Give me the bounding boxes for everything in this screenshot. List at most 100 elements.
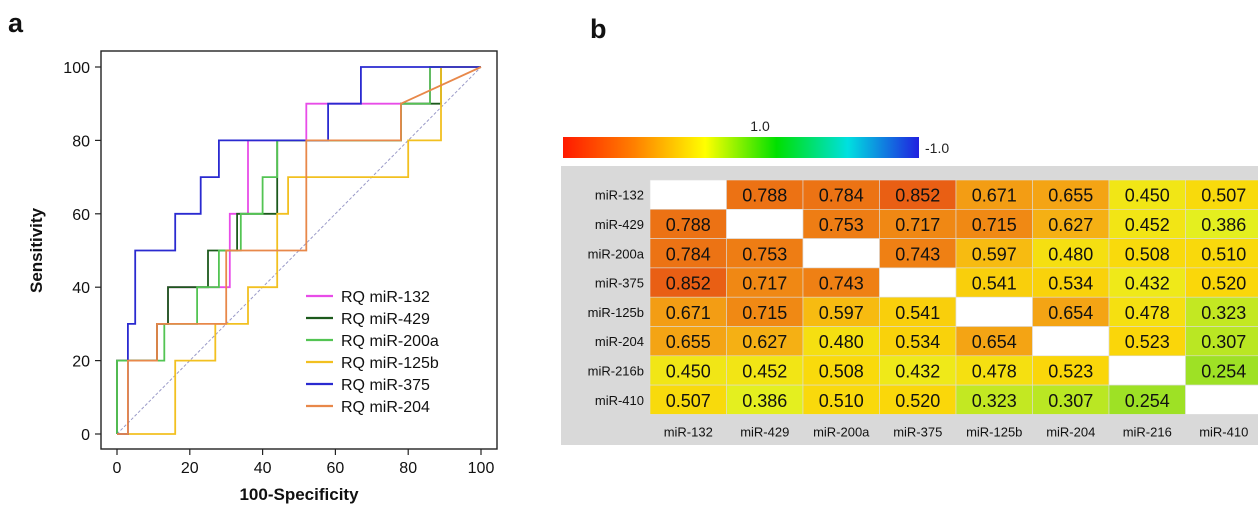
col-label-1: miR-132	[664, 424, 713, 439]
heatmap-cell	[649, 179, 727, 210]
heatmap-cell	[649, 238, 727, 269]
cell-value: 0.597	[819, 303, 864, 323]
y-tick-label: 0	[81, 427, 90, 444]
cell-value: 0.852	[666, 274, 711, 294]
heatmap-cell	[802, 238, 880, 269]
cell-value: 0.520	[895, 391, 940, 411]
row-label-4: miR-375	[595, 276, 644, 291]
heatmap-cell	[802, 209, 880, 239]
cell-value: 0.717	[895, 215, 940, 235]
heatmap-cell	[649, 355, 727, 386]
heatmap-cell	[1032, 384, 1110, 415]
heatmap-cell	[1032, 355, 1110, 386]
heatmap-cell	[1032, 209, 1110, 239]
cell-value: 0.654	[972, 332, 1017, 352]
cell-value: 0.520	[1201, 274, 1246, 294]
y-axis-label: Sensitivity	[27, 207, 46, 293]
y-tick-label: 100	[63, 60, 90, 77]
heatmap-cell	[1108, 355, 1186, 386]
roc-line-6	[117, 66, 482, 435]
colorbar-right-label: -1.0	[925, 140, 949, 156]
cell-value: 0.852	[895, 186, 940, 206]
heatmap-cell	[802, 384, 880, 415]
x-tick-label: 100	[468, 460, 495, 477]
x-tick-label: 80	[399, 460, 417, 477]
heatmap-cell	[879, 384, 957, 415]
cell-value: 0.523	[1048, 361, 1093, 381]
reference-diagonal-line	[116, 66, 482, 435]
heatmap-cell	[955, 296, 1033, 327]
cell-value: 0.655	[666, 332, 711, 352]
heatmap-cell	[1185, 326, 1258, 357]
cell-value: 0.534	[895, 332, 940, 352]
heatmap-cell	[1185, 384, 1258, 415]
heatmap-cell	[726, 326, 804, 357]
heatmap-cell	[1108, 384, 1186, 415]
legend-label-3: RQ miR-200a	[341, 333, 439, 350]
cell-value: 0.627	[742, 332, 787, 352]
row-label-2: miR-429	[595, 217, 644, 232]
cell-value: 0.541	[972, 274, 1017, 294]
cell-value: 0.480	[1048, 244, 1093, 264]
heatmap-cell	[1032, 267, 1110, 298]
cell-value: 0.432	[1125, 274, 1170, 294]
panel-a-label: a	[8, 8, 24, 38]
cell-value: 0.508	[819, 361, 864, 381]
cell-value: 0.753	[742, 244, 787, 264]
cell-value: 0.627	[1048, 215, 1093, 235]
col-label-4: miR-375	[893, 424, 942, 439]
cell-value: 0.510	[819, 391, 864, 411]
heatmap-cell	[879, 179, 957, 210]
cell-value: 0.478	[1125, 303, 1170, 323]
x-tick-label: 0	[113, 460, 122, 477]
heatmap-cell	[955, 326, 1033, 357]
cell-value: 0.432	[895, 361, 940, 381]
heatmap-cell	[879, 355, 957, 386]
cell-value: 0.534	[1048, 274, 1093, 294]
cell-value: 0.743	[819, 274, 864, 294]
heatmap-cell	[649, 209, 727, 239]
row-label-3: miR-200a	[588, 246, 645, 261]
cell-value: 0.753	[819, 215, 864, 235]
cell-value: 0.507	[1201, 186, 1246, 206]
cell-value: 0.323	[972, 391, 1017, 411]
panel-b-label: b	[590, 14, 607, 44]
y-tick-label: 80	[72, 133, 90, 150]
heatmap-cell	[802, 179, 880, 210]
legend-label-2: RQ miR-429	[341, 311, 430, 328]
col-label-7: miR-216	[1123, 424, 1172, 439]
heatmap-cell	[955, 384, 1033, 415]
x-axis-label: 100-Specificity	[239, 485, 359, 504]
cell-value: 0.743	[895, 244, 940, 264]
heatmap-cell	[955, 267, 1033, 298]
heatmap-cell	[726, 355, 804, 386]
cell-value: 0.654	[1048, 303, 1093, 323]
heatmap-cell	[649, 326, 727, 357]
cell-value: 0.452	[742, 361, 787, 381]
heatmap-cell	[955, 179, 1033, 210]
cell-value: 0.254	[1201, 361, 1246, 381]
cell-value: 0.788	[666, 215, 711, 235]
legend-label-4: RQ miR-125b	[341, 355, 439, 372]
cell-value: 0.541	[895, 303, 940, 323]
cell-value: 0.307	[1048, 391, 1093, 411]
heatmap-cell	[1032, 326, 1110, 357]
heatmap-cell	[726, 179, 804, 210]
heatmap-cell	[1185, 209, 1258, 239]
heatmap-cell	[1185, 179, 1258, 210]
heatmap-cell	[1185, 267, 1258, 298]
cell-value: 0.386	[742, 391, 787, 411]
heatmap-cell	[726, 209, 804, 239]
cell-value: 0.508	[1125, 244, 1170, 264]
cell-value: 0.507	[666, 391, 711, 411]
cell-value: 0.784	[819, 186, 864, 206]
row-label-7: miR-216b	[588, 363, 644, 378]
heatmap-cell	[1108, 267, 1186, 298]
heatmap-cell	[1108, 296, 1186, 327]
row-label-8: miR-410	[595, 393, 644, 408]
cell-value: 0.450	[1125, 186, 1170, 206]
cell-value: 0.717	[742, 274, 787, 294]
roc-line-5	[117, 66, 481, 435]
heatmap-cell	[1032, 238, 1110, 269]
